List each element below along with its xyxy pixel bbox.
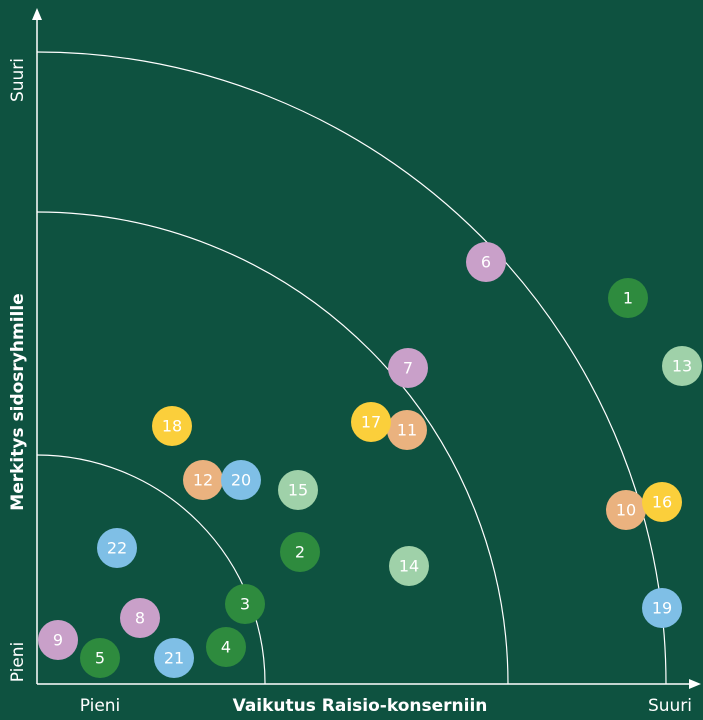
point-label: 11: [397, 421, 417, 440]
point: [152, 406, 192, 446]
point: [80, 638, 120, 678]
point-label: 4: [221, 638, 231, 657]
point-label: 19: [652, 599, 672, 618]
x-axis-title: Vaikutus Raisio-konserniin: [233, 696, 488, 716]
x-low-label: Pieni: [80, 696, 121, 716]
point-label: 9: [53, 631, 63, 650]
x-axis-arrow: [689, 679, 701, 689]
point: [388, 348, 428, 388]
arc: [36, 454, 266, 685]
point-label: 8: [135, 609, 145, 628]
point-label: 14: [399, 557, 419, 576]
point-label: 13: [672, 357, 692, 376]
point-label: 1: [623, 289, 633, 308]
point-label: 2: [295, 543, 305, 562]
point-label: 10: [616, 501, 636, 520]
point: [389, 546, 429, 586]
point: [466, 242, 506, 282]
point-label: 20: [231, 471, 251, 490]
point: [606, 490, 646, 530]
point: [183, 460, 223, 500]
point: [120, 598, 160, 638]
point: [387, 410, 427, 450]
point-label: 17: [361, 413, 381, 432]
point-label: 5: [95, 649, 105, 668]
point-label: 22: [107, 539, 127, 558]
point: [97, 528, 137, 568]
point-label: 7: [403, 359, 413, 378]
point: [662, 346, 702, 386]
point: [221, 460, 261, 500]
arcs: [36, 51, 667, 685]
point: [642, 588, 682, 628]
point: [280, 532, 320, 572]
arc: [36, 211, 509, 685]
point: [225, 584, 265, 624]
point: [154, 638, 194, 678]
point-label: 15: [288, 481, 308, 500]
x-high-label: Suuri: [648, 696, 692, 716]
y-axis-title: Merkitys sidosryhmille: [8, 293, 28, 510]
y-axis-arrow: [32, 8, 42, 20]
y-low-label: Pieni: [8, 642, 28, 683]
point: [38, 620, 78, 660]
y-high-label: Suuri: [8, 58, 28, 102]
point-label: 16: [652, 493, 672, 512]
point-label: 12: [193, 471, 213, 490]
point-label: 18: [162, 417, 182, 436]
point-label: 21: [164, 649, 184, 668]
point: [608, 278, 648, 318]
point: [278, 470, 318, 510]
point-label: 3: [240, 595, 250, 614]
point-label: 6: [481, 253, 491, 272]
point: [206, 627, 246, 667]
point: [642, 482, 682, 522]
arc: [36, 51, 667, 685]
point: [351, 402, 391, 442]
